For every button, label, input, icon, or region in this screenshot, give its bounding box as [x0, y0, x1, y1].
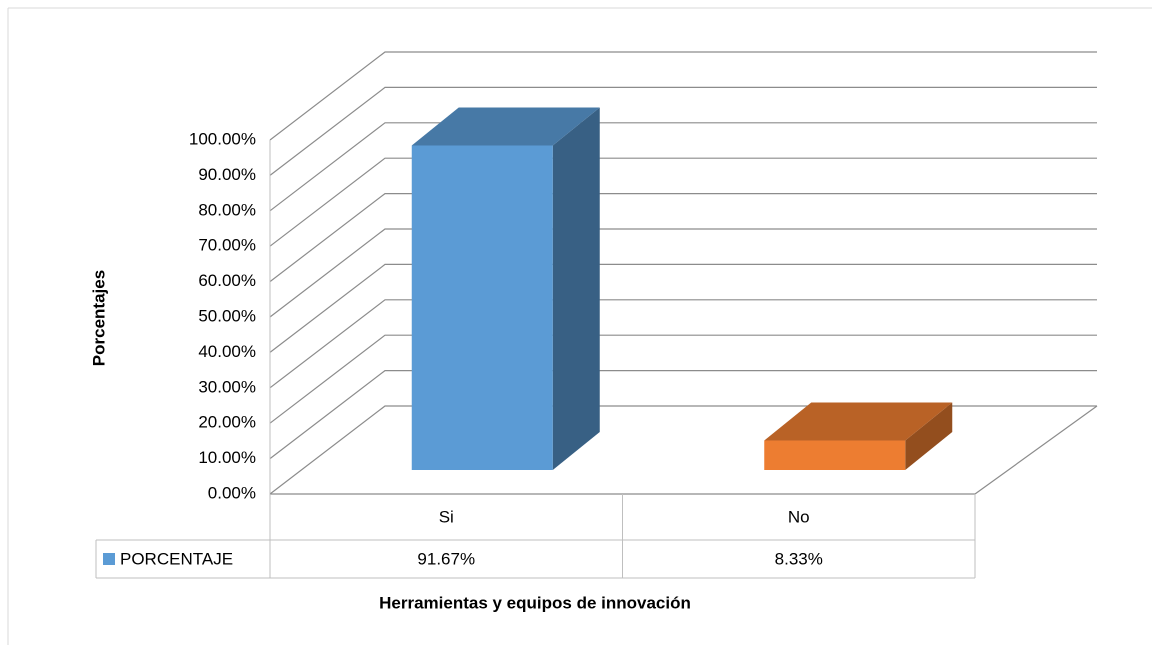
- grid-line: [269, 299, 1097, 389]
- legend-swatch: [103, 553, 115, 565]
- grid-line: [269, 51, 1097, 141]
- grid-line: [269, 193, 1097, 283]
- y-tick-label: 80.00%: [198, 200, 256, 219]
- y-tick-label: 90.00%: [198, 165, 256, 184]
- bar-top: [764, 402, 953, 441]
- y-tick-label: 0.00%: [208, 483, 256, 502]
- table-value: 91.67%: [417, 549, 475, 568]
- floor-edge: [270, 405, 1098, 495]
- y-tick-label: 70.00%: [198, 236, 256, 255]
- grid-line: [269, 86, 1097, 176]
- table-value: 8.33%: [775, 549, 823, 568]
- grid-line: [269, 263, 1097, 353]
- bar-front: [764, 440, 906, 470]
- y-tick-label: 50.00%: [198, 306, 256, 325]
- y-tick-label: 20.00%: [198, 413, 256, 432]
- y-tick-label: 40.00%: [198, 342, 256, 361]
- bar-front: [411, 145, 553, 470]
- grid-line: [269, 405, 1097, 495]
- bar-side: [905, 402, 953, 470]
- y-tick-label: 100.00%: [189, 129, 256, 148]
- grid-line: [269, 122, 1097, 212]
- y-tick-label: 60.00%: [198, 271, 256, 290]
- bar-side: [552, 107, 600, 471]
- grid-line: [269, 228, 1097, 318]
- x-tick-label: No: [788, 507, 810, 526]
- x-tick-label: Si: [439, 507, 454, 526]
- legend-label: PORCENTAJE: [120, 549, 233, 568]
- x-axis-label: Herramientas y equipos de innovación: [379, 593, 691, 612]
- grid-line: [269, 334, 1097, 424]
- y-tick-label: 10.00%: [198, 448, 256, 467]
- y-tick-label: 30.00%: [198, 377, 256, 396]
- grid-line: [269, 157, 1097, 247]
- y-axis-label: Porcentajes: [89, 270, 108, 366]
- grid-line: [269, 370, 1097, 460]
- bar-top: [411, 107, 600, 146]
